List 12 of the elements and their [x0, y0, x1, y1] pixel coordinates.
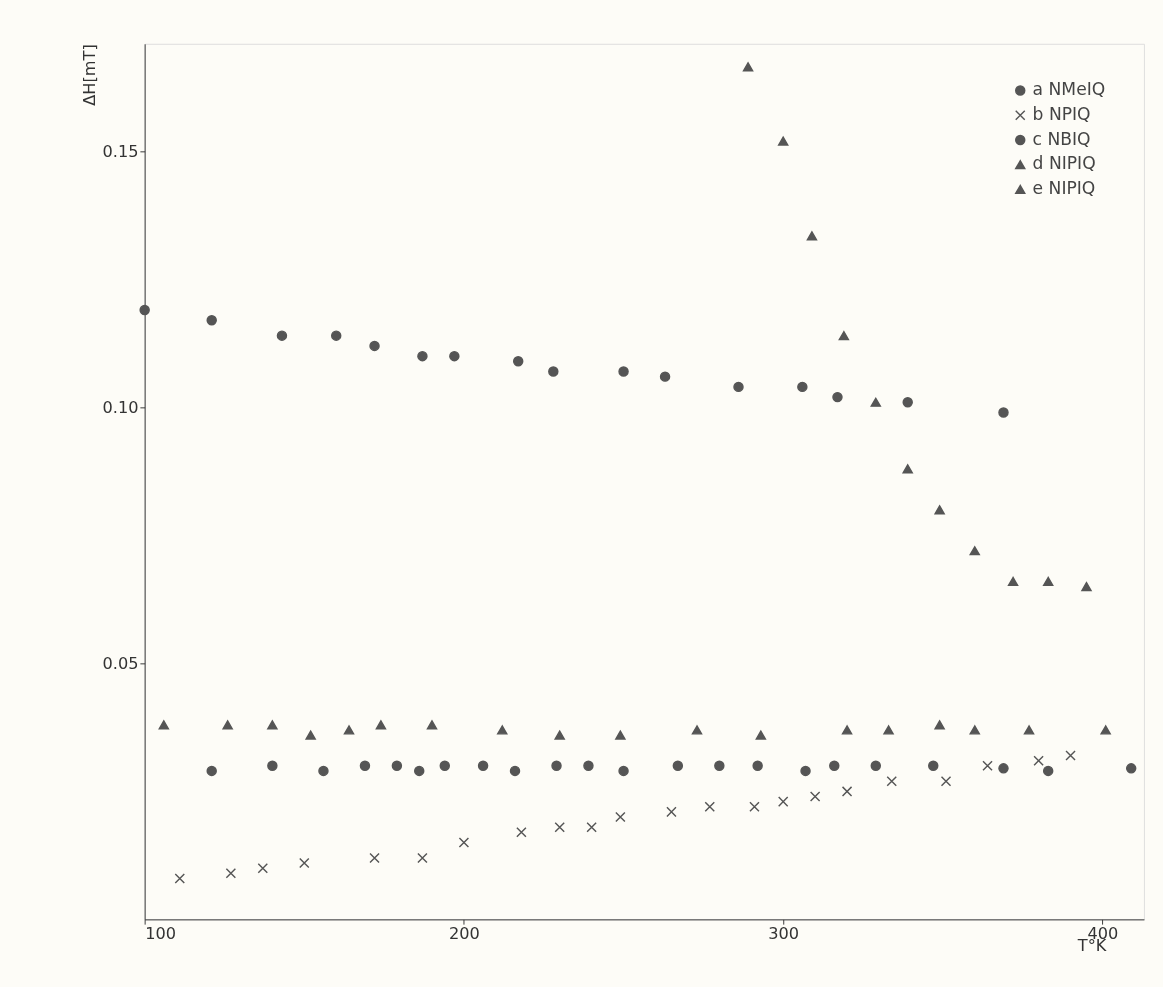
legend-label: c NBIQ	[1032, 128, 1091, 149]
legend-label: b NPIQ	[1032, 103, 1091, 124]
x-tick-label: 100	[145, 923, 176, 943]
y-tick-label: 0.05	[102, 653, 139, 673]
x-tick-label: 200	[448, 923, 480, 943]
y-tick-label: 0.10	[102, 397, 139, 417]
y-tick-label: 0.15	[102, 141, 139, 161]
y-axis-title: ΔH[mT]	[79, 44, 99, 106]
x-tick-label: 300	[768, 923, 800, 943]
legend-label: d NIPIQ	[1032, 153, 1096, 174]
legend-label: a NMeIQ	[1032, 79, 1106, 100]
legend-label: e NIPIQ	[1032, 178, 1096, 199]
